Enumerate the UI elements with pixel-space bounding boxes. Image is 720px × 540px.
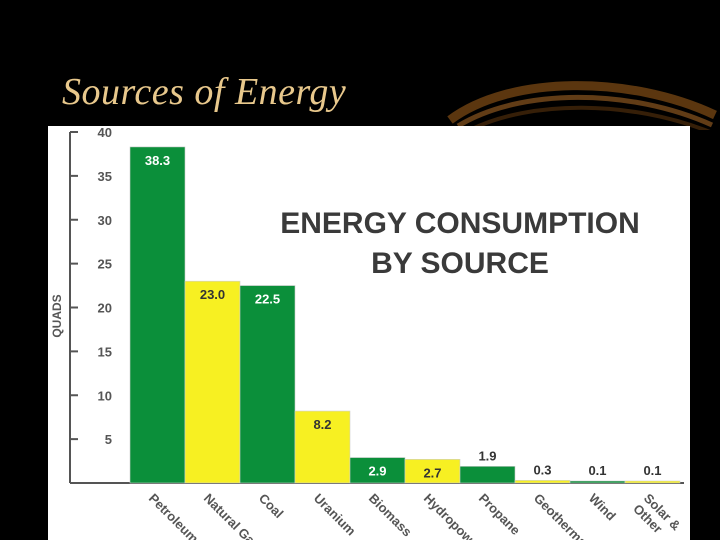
x-category-label-line: Petroleum	[146, 491, 202, 540]
x-category-label: Natural Gas	[201, 491, 263, 540]
bar-value-label: 2.7	[423, 465, 441, 480]
y-tick-label: 40	[98, 126, 112, 140]
x-category-label: Coal	[256, 491, 287, 522]
bar-biomass	[349, 457, 406, 484]
bar-value-label: 0.1	[588, 463, 606, 478]
y-tick-label: 15	[98, 344, 112, 359]
bar-uranium	[294, 410, 351, 484]
x-category-label-line: Uranium	[311, 491, 359, 539]
bar-value-label: 2.9	[368, 464, 386, 479]
y-tick-label: 10	[98, 388, 112, 403]
y-tick-label: 35	[98, 169, 112, 184]
x-category-label-line: Biomass	[366, 491, 415, 540]
x-category-label: Geothermal	[531, 491, 593, 540]
bar-geothermal	[514, 480, 571, 484]
bar-value-label: 8.2	[313, 417, 331, 432]
x-category-label: Propane	[476, 491, 523, 538]
x-category-label: Biomass	[366, 491, 415, 540]
bar-value-label: 22.5	[255, 292, 280, 307]
bar-wind	[569, 480, 626, 484]
bar-propane	[459, 466, 516, 484]
slide-title: Sources of Energy	[62, 71, 347, 113]
x-category-label-line: Natural Gas	[201, 491, 263, 540]
x-category-label: Solar &Other	[630, 491, 683, 540]
bar-natural-gas	[184, 280, 241, 484]
bar-value-label: 1.9	[478, 448, 496, 463]
y-axis-label: QUADS	[50, 294, 64, 337]
bar-value-label: 23.0	[200, 287, 225, 302]
bar-coal	[239, 285, 296, 484]
chart-panel: 5 10 15 20 25 30 35 40 QUADS ENERGY CONSUMPTION BY…	[48, 126, 690, 540]
chart-title-line: BY SOURCE	[371, 247, 549, 280]
bar-value-label: 38.3	[145, 153, 170, 168]
x-category-label-line: Propane	[476, 491, 523, 538]
x-category-label-line: Hydropower	[421, 491, 485, 540]
x-category-label: Wind	[586, 491, 619, 524]
chart-title-line: ENERGY CONSUMPTION	[280, 207, 640, 240]
energy-bar-chart: 5 10 15 20 25 30 35 40 QUADS ENERGY CONSUMPTION BY…	[50, 126, 684, 540]
x-category-label-line: Wind	[586, 491, 619, 524]
y-tick-label: 20	[98, 301, 112, 316]
bar-value-label: 0.3	[533, 462, 551, 477]
decorative-swoosh	[447, 81, 717, 130]
y-tick-label: 5	[105, 432, 112, 447]
y-tick-label: 30	[98, 213, 112, 228]
x-category-label-line: Geothermal	[531, 491, 593, 540]
x-category-label-line: Coal	[256, 491, 287, 522]
bar-petroleum	[129, 146, 186, 484]
bar-value-label: 0.1	[643, 463, 661, 478]
x-category-label: Petroleum	[146, 491, 202, 540]
y-tick-label: 25	[98, 257, 112, 272]
x-category-label: Hydropower	[421, 491, 485, 540]
x-category-label: Uranium	[311, 491, 359, 539]
bar-solar-other	[624, 480, 681, 484]
